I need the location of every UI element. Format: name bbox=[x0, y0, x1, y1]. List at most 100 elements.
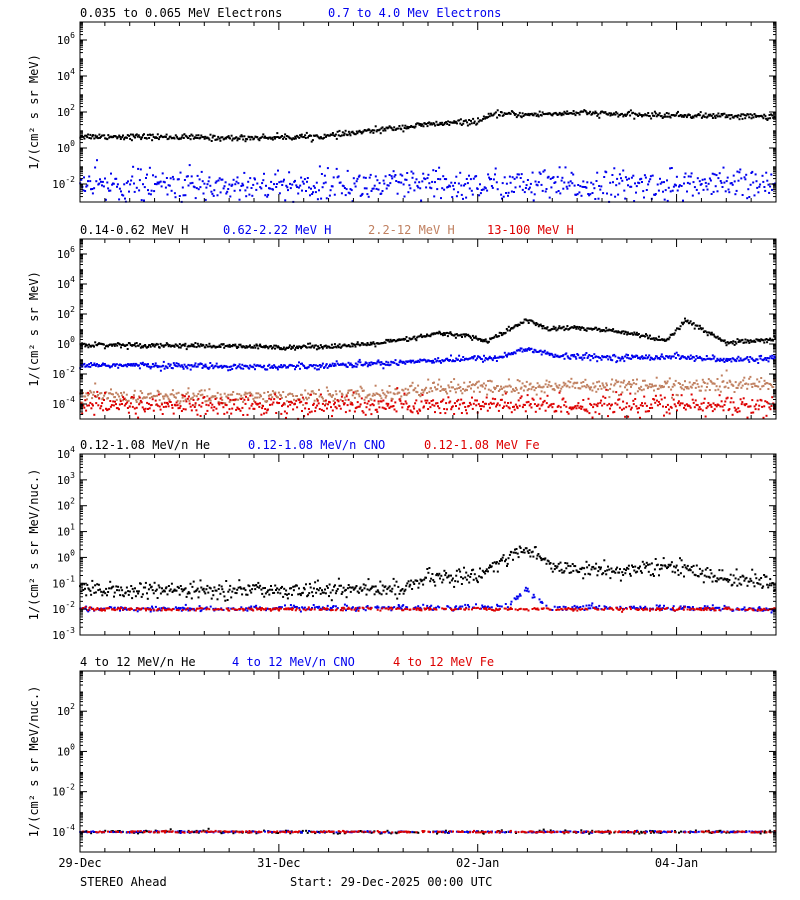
data-point bbox=[592, 406, 595, 409]
data-point bbox=[663, 385, 665, 388]
data-point bbox=[550, 352, 553, 355]
data-point bbox=[541, 386, 544, 389]
data-point bbox=[694, 324, 697, 327]
data-point bbox=[173, 345, 176, 348]
data-point bbox=[649, 358, 652, 361]
data-point bbox=[588, 194, 591, 197]
data-point bbox=[644, 410, 647, 413]
data-point bbox=[716, 357, 719, 360]
data-point bbox=[294, 137, 297, 140]
data-point bbox=[631, 354, 633, 357]
data-point bbox=[292, 585, 295, 588]
data-point bbox=[463, 359, 466, 362]
data-point bbox=[546, 326, 549, 329]
data-point bbox=[440, 123, 442, 126]
data-point bbox=[138, 401, 141, 404]
data-point bbox=[316, 399, 319, 402]
data-point bbox=[535, 322, 538, 324]
data-point bbox=[684, 404, 686, 407]
data-point bbox=[424, 388, 426, 391]
data-point bbox=[179, 171, 182, 174]
data-point bbox=[403, 361, 406, 364]
data-point bbox=[119, 138, 122, 140]
data-point bbox=[710, 331, 713, 334]
data-point bbox=[552, 112, 555, 115]
data-point bbox=[661, 355, 664, 358]
data-point bbox=[107, 187, 110, 190]
data-point bbox=[613, 353, 616, 356]
data-point bbox=[539, 172, 542, 175]
data-point bbox=[250, 187, 253, 189]
data-point bbox=[632, 379, 635, 382]
data-point bbox=[174, 404, 177, 407]
data-point bbox=[168, 184, 171, 187]
data-point bbox=[275, 136, 278, 139]
data-point bbox=[533, 193, 536, 196]
data-point bbox=[151, 139, 154, 142]
data-point bbox=[161, 413, 164, 415]
data-point bbox=[560, 179, 563, 182]
data-point bbox=[256, 182, 259, 185]
data-point bbox=[167, 345, 170, 348]
data-point bbox=[675, 351, 678, 354]
data-point bbox=[147, 588, 150, 591]
data-point bbox=[599, 385, 602, 388]
data-point bbox=[191, 134, 194, 137]
data-point bbox=[454, 391, 457, 394]
data-point bbox=[91, 403, 94, 406]
data-point bbox=[689, 354, 692, 357]
data-point bbox=[351, 394, 354, 397]
data-point bbox=[660, 398, 663, 401]
data-point bbox=[688, 358, 691, 360]
legend-entry: 0.035 to 0.065 MeV Electrons bbox=[80, 6, 282, 20]
data-point bbox=[636, 378, 638, 381]
data-point bbox=[449, 390, 452, 393]
data-point bbox=[194, 404, 197, 406]
data-point bbox=[134, 136, 136, 139]
data-point bbox=[565, 185, 568, 188]
data-point bbox=[333, 364, 335, 367]
data-point bbox=[392, 361, 395, 364]
data-point bbox=[212, 409, 215, 412]
data-point bbox=[186, 397, 189, 400]
data-point bbox=[130, 139, 133, 142]
data-point bbox=[153, 190, 156, 193]
data-point bbox=[95, 180, 98, 183]
data-point bbox=[405, 178, 408, 181]
data-point bbox=[734, 381, 737, 384]
data-point bbox=[349, 403, 352, 406]
data-point bbox=[121, 193, 124, 196]
data-point bbox=[139, 582, 142, 585]
data-point bbox=[251, 588, 254, 591]
data-point bbox=[141, 593, 144, 596]
data-point bbox=[245, 195, 248, 198]
data-point bbox=[150, 585, 153, 588]
data-point bbox=[246, 392, 249, 395]
data-point bbox=[728, 359, 731, 361]
data-point bbox=[749, 356, 752, 358]
data-point bbox=[482, 400, 484, 403]
data-point bbox=[92, 364, 95, 366]
data-point bbox=[343, 402, 346, 405]
data-point bbox=[465, 178, 468, 180]
data-point bbox=[383, 407, 386, 410]
data-point bbox=[377, 342, 380, 345]
data-point bbox=[188, 592, 191, 595]
data-point bbox=[524, 385, 527, 388]
data-point bbox=[527, 188, 530, 191]
data-point bbox=[371, 129, 374, 132]
data-point bbox=[739, 398, 742, 401]
data-point bbox=[749, 339, 752, 342]
data-point bbox=[478, 390, 481, 393]
data-point bbox=[242, 400, 245, 403]
data-point bbox=[640, 177, 643, 180]
data-point bbox=[273, 591, 276, 594]
data-point bbox=[318, 408, 321, 410]
data-point bbox=[653, 339, 656, 342]
data-point bbox=[133, 182, 135, 185]
data-point bbox=[555, 112, 558, 115]
data-point bbox=[123, 364, 126, 367]
data-point bbox=[122, 194, 125, 197]
data-point bbox=[309, 364, 312, 366]
data-point bbox=[698, 406, 701, 409]
